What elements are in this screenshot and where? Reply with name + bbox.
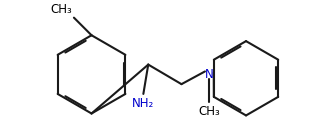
Text: CH₃: CH₃: [198, 105, 220, 118]
Text: CH₃: CH₃: [50, 3, 72, 16]
Text: N: N: [204, 68, 213, 81]
Text: NH₂: NH₂: [132, 97, 155, 110]
